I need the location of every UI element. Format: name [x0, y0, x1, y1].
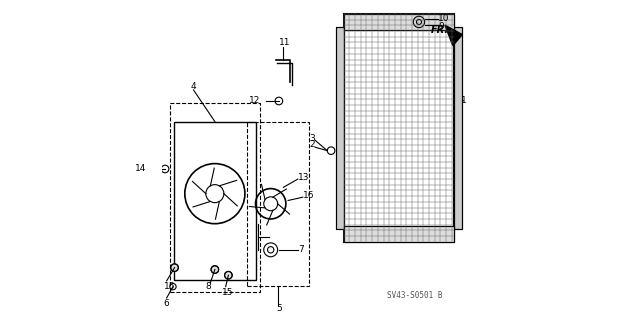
Bar [454, 27, 462, 229]
Bar [344, 226, 454, 242]
Text: 11: 11 [279, 38, 291, 47]
Bar [336, 27, 344, 229]
Text: FR.: FR. [431, 25, 449, 35]
Text: 5: 5 [276, 304, 282, 313]
Text: 16: 16 [303, 191, 315, 200]
Text: 15: 15 [163, 282, 175, 291]
Text: 3: 3 [309, 134, 315, 143]
Text: 4: 4 [190, 82, 196, 91]
Bar [170, 103, 260, 292]
Text: 15: 15 [222, 288, 234, 297]
Text: 10: 10 [438, 14, 449, 23]
Text: 7: 7 [298, 245, 304, 254]
Text: SV43-S0501 B: SV43-S0501 B [387, 291, 443, 300]
Bar [344, 226, 454, 242]
Circle shape [225, 271, 232, 279]
Circle shape [171, 264, 179, 271]
Text: 14: 14 [134, 165, 146, 174]
Bar [344, 14, 454, 30]
Text: 1: 1 [461, 96, 467, 105]
Text: 9: 9 [438, 22, 444, 31]
Bar [454, 27, 462, 229]
Bar [247, 122, 309, 286]
Polygon shape [445, 25, 462, 46]
Text: 6: 6 [163, 299, 169, 308]
Bar [336, 27, 344, 229]
Text: 13: 13 [298, 173, 310, 182]
Text: 2: 2 [309, 140, 314, 150]
Text: 12: 12 [248, 97, 260, 106]
Text: 8: 8 [206, 282, 212, 291]
Bar [344, 14, 454, 30]
Circle shape [211, 266, 219, 273]
Bar [173, 122, 256, 280]
Bar [344, 14, 454, 242]
